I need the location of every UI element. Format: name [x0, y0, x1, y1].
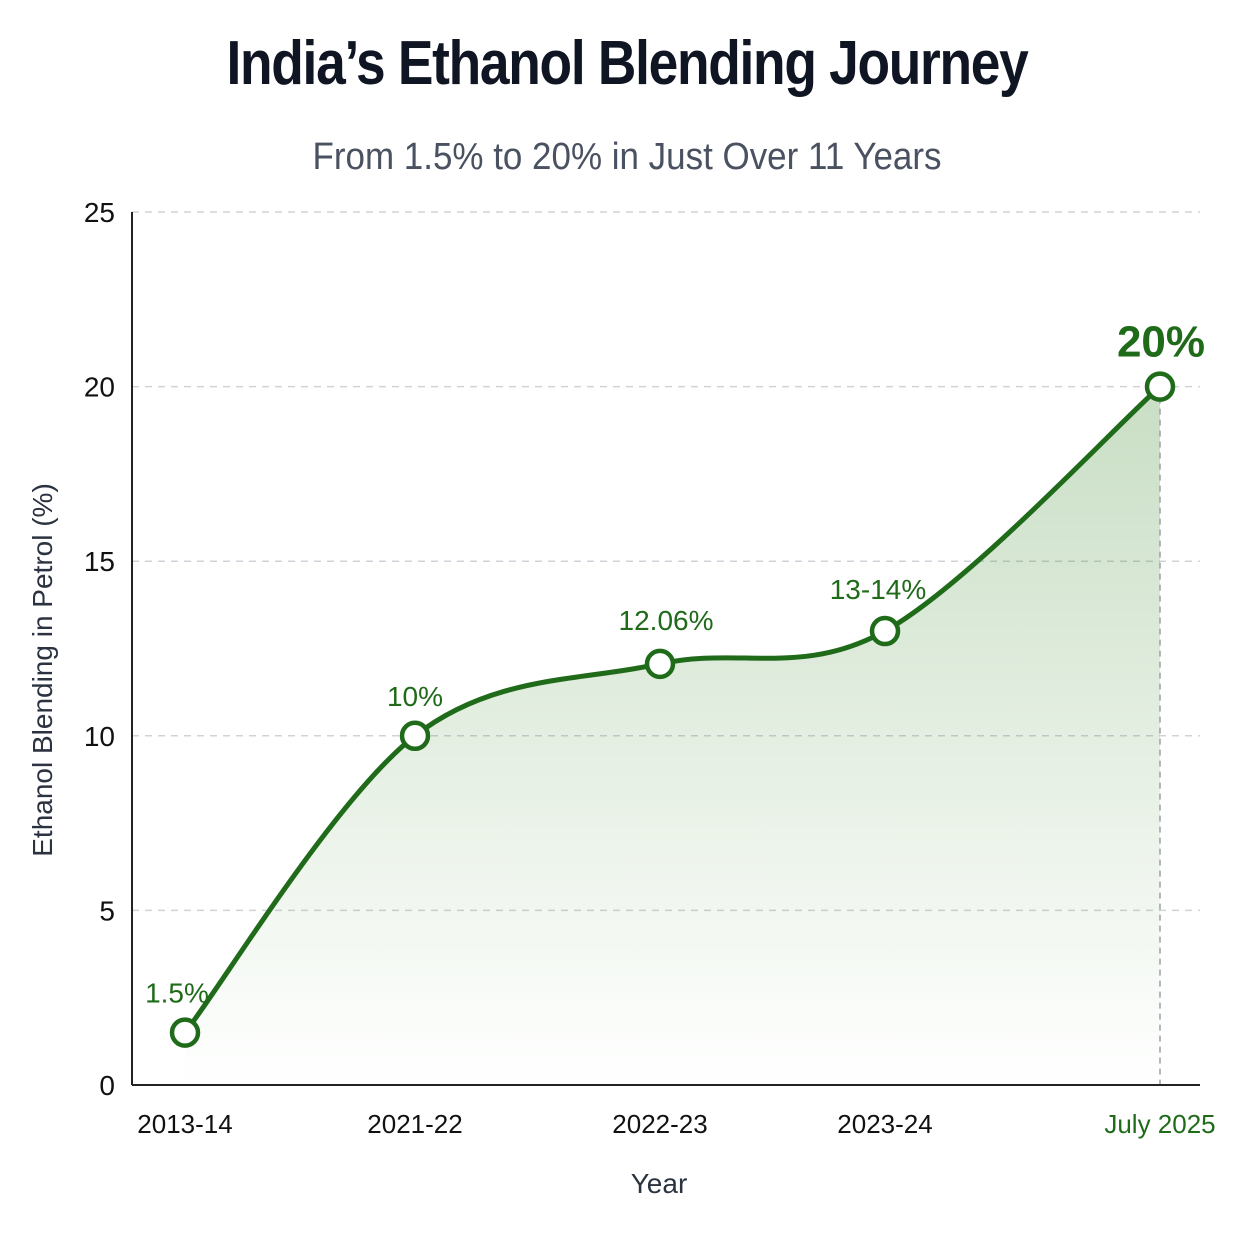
data-point	[1144, 371, 1176, 402]
chart-title: India’s Ethanol Blending Journey	[226, 29, 1028, 98]
area-shape	[185, 386, 1160, 1086]
data-label: 10%	[387, 681, 443, 712]
data-label: 1.5%	[145, 978, 209, 1009]
data-point	[169, 1017, 201, 1048]
y-axis-title: Ethanol Blending in Petrol (%)	[27, 483, 58, 857]
x-tick-label: July 2025	[1104, 1109, 1215, 1139]
area-fill	[185, 386, 1160, 1086]
y-tick-label: 10	[84, 721, 115, 752]
data-label: 12.06%	[619, 605, 714, 636]
data-point	[399, 720, 431, 752]
tick-labels: 0 5 10 15 20 25 2013-14 2021-22 2022-23 2023-24 Ju…	[84, 197, 1216, 1139]
data-labels: 1.5% 10% 12.06% 13-14% 20%	[145, 318, 1205, 1009]
y-tick-label: 5	[99, 895, 115, 926]
data-label: 13-14%	[830, 574, 927, 605]
data-point	[869, 615, 901, 647]
y-tick-label: 25	[84, 197, 115, 228]
data-point	[644, 648, 676, 680]
y-tick-label: 20	[84, 372, 115, 403]
x-tick-label: 2013-14	[137, 1109, 232, 1139]
data-points	[169, 371, 1176, 1048]
x-tick-label: 2023-24	[837, 1109, 932, 1139]
data-label: 20%	[1117, 318, 1205, 367]
x-tick-label: 2022-23	[612, 1109, 707, 1139]
axes	[131, 212, 1200, 1086]
y-tick-label: 0	[99, 1070, 115, 1101]
x-tick-label: 2021-22	[367, 1109, 462, 1139]
y-tick-label: 15	[84, 546, 115, 577]
x-axis-title: Year	[631, 1168, 688, 1199]
chart-subtitle: From 1.5% to 20% in Just Over 11 Years	[312, 136, 942, 178]
